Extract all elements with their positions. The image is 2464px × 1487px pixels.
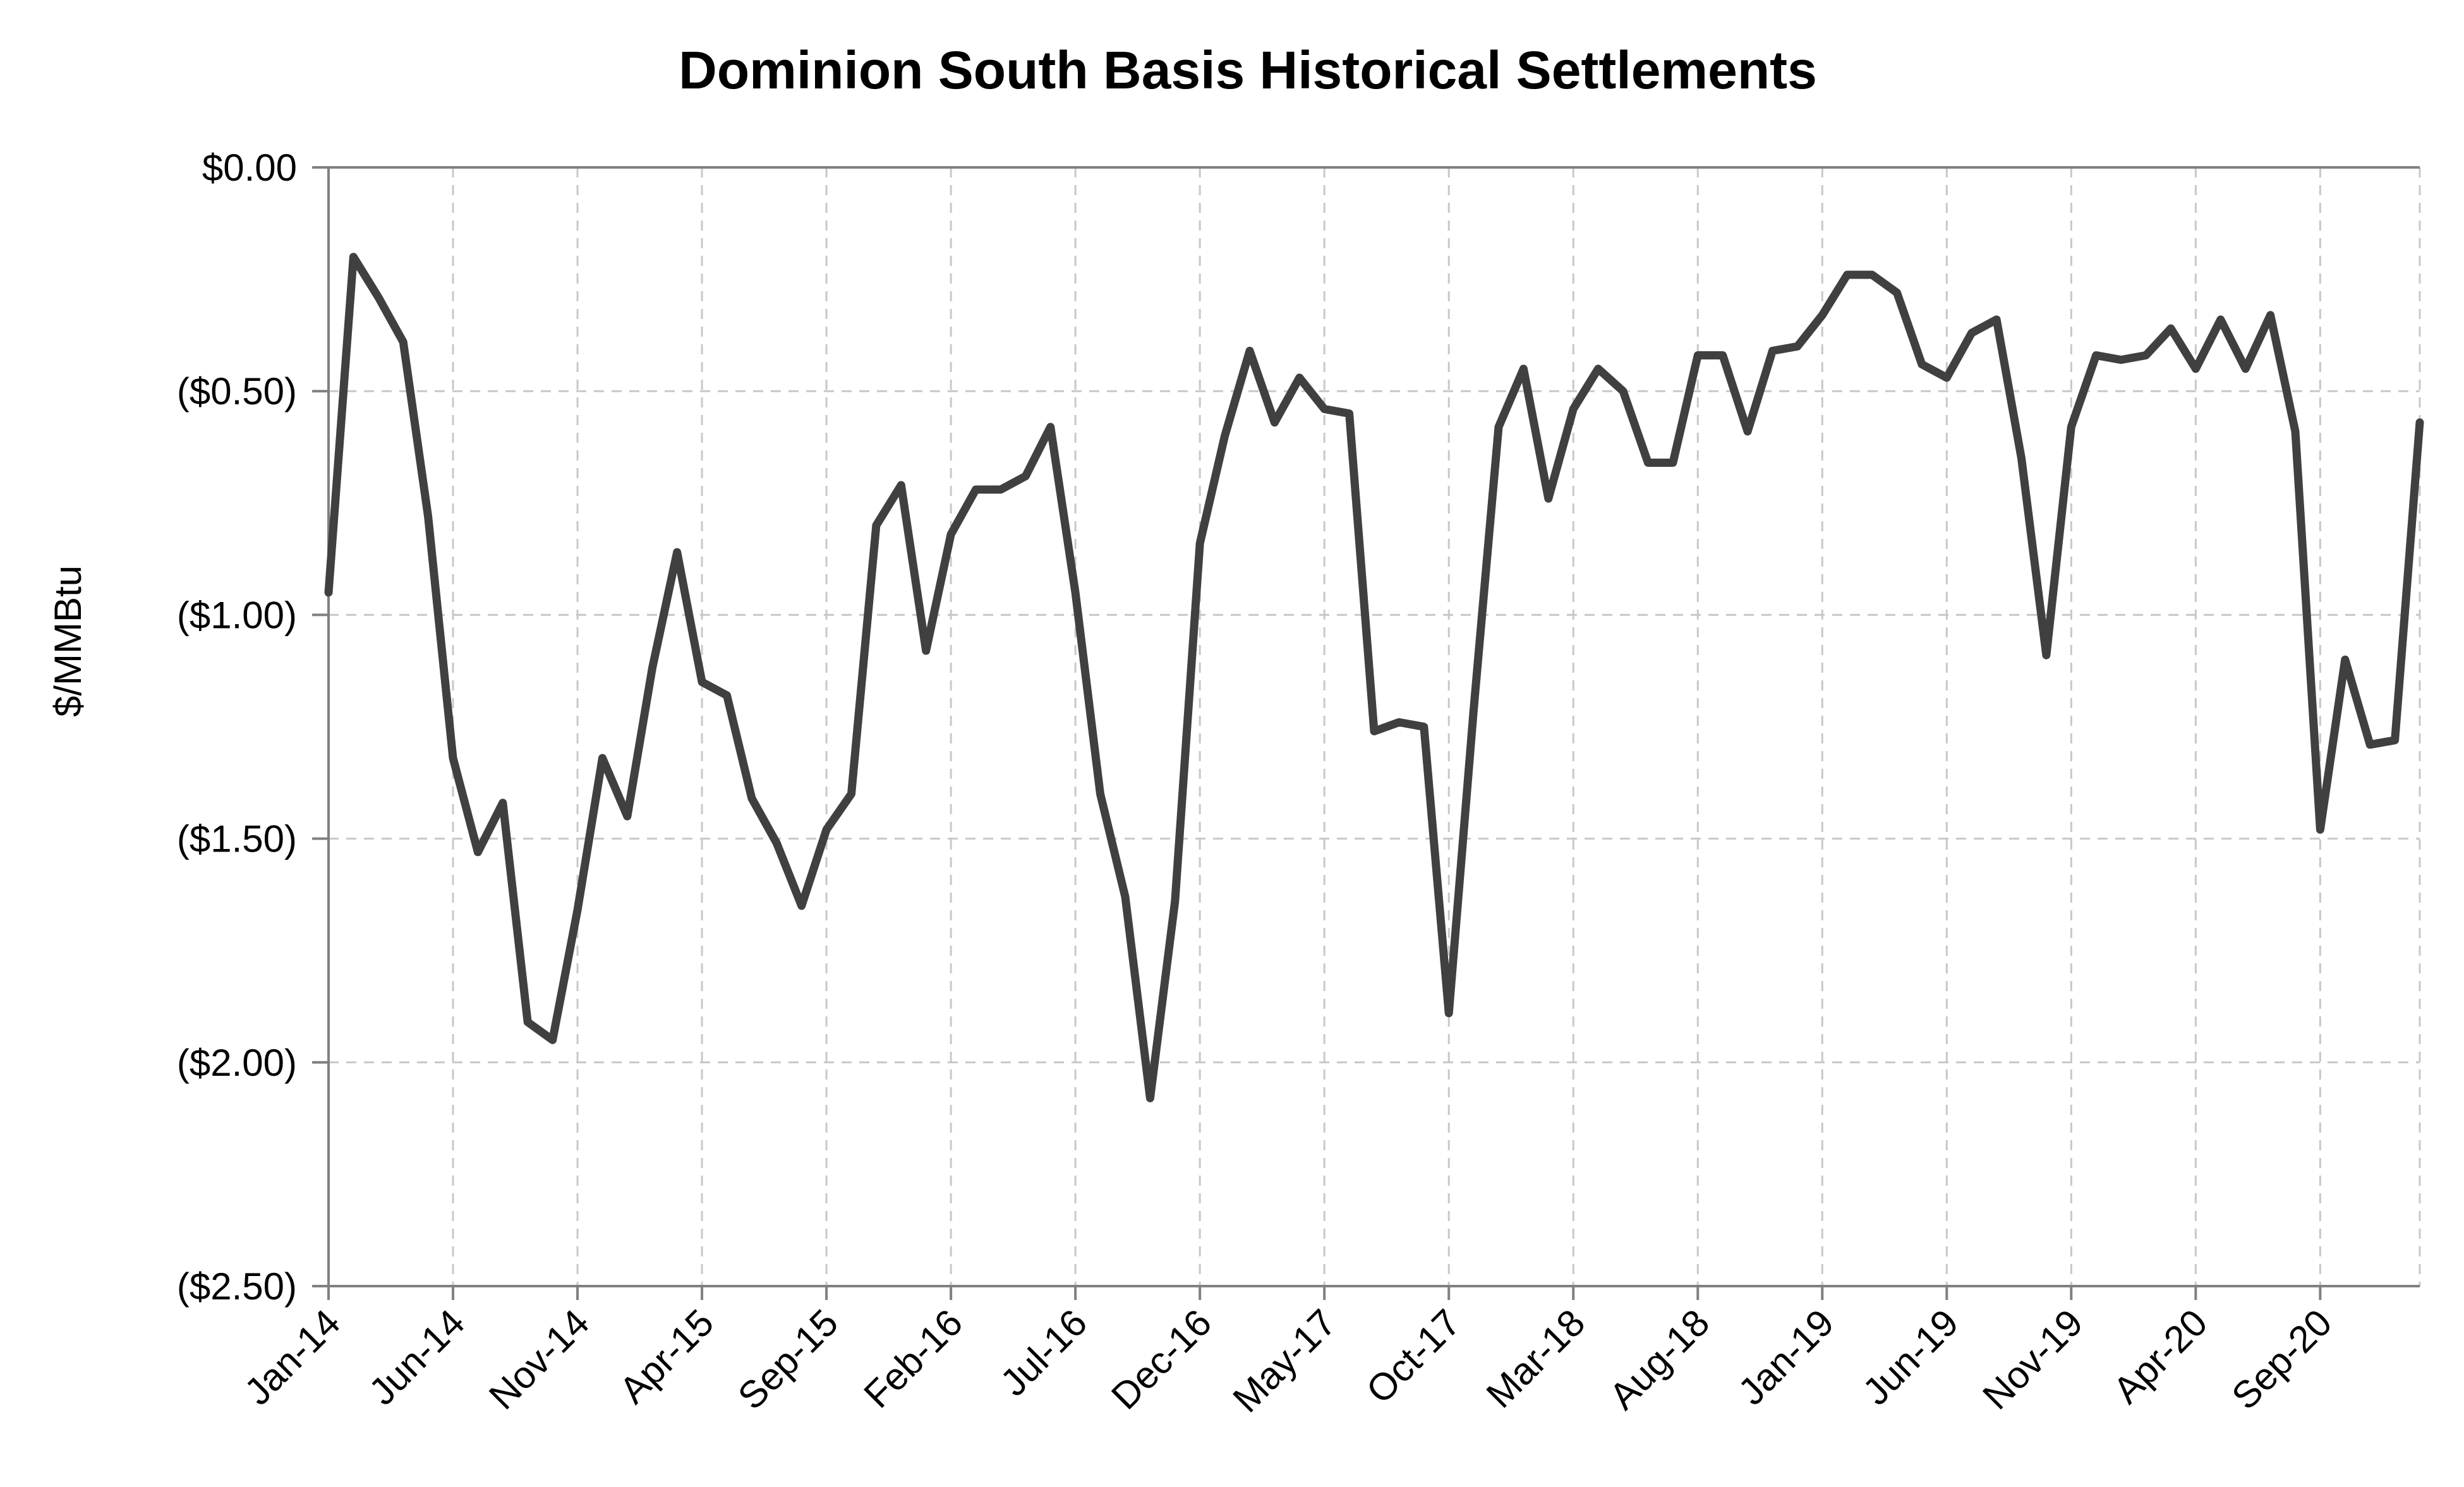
x-tick-label: Jul-16 — [992, 1301, 1095, 1404]
y-tick-labels: $0.00 ($0.50) ($1.00) ($1.50) ($2.00) ($2.50) — [177, 147, 297, 1308]
y-tick-label: ($1.00) — [177, 594, 297, 636]
x-tick-label: Jan-19 — [1730, 1301, 1842, 1413]
x-tick-label: Sep-15 — [730, 1301, 846, 1418]
x-tick-label: Jun-14 — [361, 1301, 473, 1413]
y-tick-label: ($2.50) — [177, 1265, 297, 1308]
x-tick-label: Mar-18 — [1478, 1301, 1593, 1416]
y-tick-label: ($1.50) — [177, 818, 297, 860]
x-tick-label: May-17 — [1225, 1301, 1344, 1421]
x-tick-label: Jan-14 — [236, 1301, 348, 1413]
x-tick-label: Nov-14 — [481, 1301, 597, 1418]
x-tick-label: Dec-16 — [1103, 1301, 1219, 1418]
x-tick-label: Apr-20 — [2105, 1301, 2216, 1412]
axes — [312, 166, 2420, 1300]
x-tick-label: Apr-15 — [612, 1301, 722, 1412]
y-tick-label: ($2.00) — [177, 1042, 297, 1084]
x-tick-label: Feb-16 — [856, 1301, 971, 1416]
y-tick-label: $0.00 — [202, 147, 297, 189]
y-tick-label: ($0.50) — [177, 370, 297, 412]
x-tick-label: Aug-18 — [1601, 1301, 1717, 1418]
series-layer — [324, 253, 2424, 1102]
x-tick-label: Jun-19 — [1854, 1301, 1966, 1413]
x-tick-label: Sep-20 — [2223, 1301, 2340, 1418]
chart-title: Dominion South Basis Historical Settleme… — [679, 40, 1817, 100]
series-line — [324, 253, 2424, 1102]
x-tick-labels: Jan-14 Jun-14 Nov-14 Apr-15 Sep-15 Feb-16 Jul-… — [236, 1301, 2340, 1421]
x-tick-label: Oct-17 — [1358, 1301, 1469, 1412]
x-tick-label: Nov-19 — [1974, 1301, 2091, 1418]
y-axis-label: $/MMBtu — [47, 565, 89, 717]
